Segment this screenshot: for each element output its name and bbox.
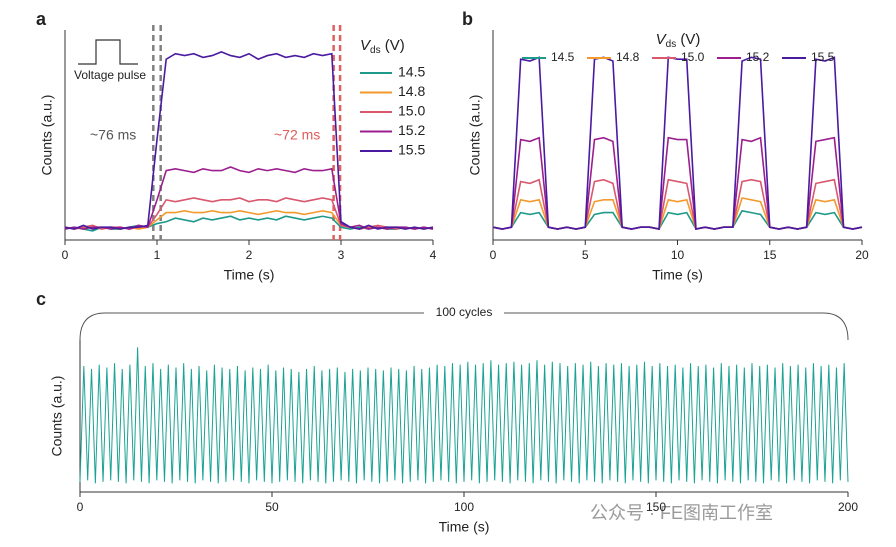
y-axis-label: Counts (a.u.) [49,376,65,457]
x-axis-label: Time (s) [439,519,490,535]
x-tick-label: 0 [490,248,497,262]
legend-title-unit: (V) [680,31,700,48]
data-line [492,56,863,231]
x-tick-label: 5 [582,248,589,262]
x-tick-label: 15 [763,248,777,262]
legend-title-symbol: V [360,37,372,54]
panel-label: b [462,9,473,29]
x-tick-label: 4 [430,248,437,262]
x-axis-label: Time (s) [224,267,275,283]
legend-label: 15.5 [811,50,835,64]
x-tick-label: 20 [855,248,869,262]
x-tick-label: 1 [154,248,161,262]
data-line [64,166,434,230]
y-axis-label: Counts (a.u.) [39,95,55,176]
y-axis-label: Counts (a.u.) [467,95,483,176]
annotation: ~76 ms [90,127,136,143]
legend-title-unit: (V) [385,37,405,54]
x-tick-label: 150 [646,500,666,514]
panel-label: a [36,9,47,29]
legend-label: 15.2 [746,50,770,64]
x-tick-label: 100 [454,500,474,514]
legend-title: Vds (V) [360,37,405,58]
panel-label: c [36,289,46,309]
legend-label: 14.8 [616,50,640,64]
legend-title-subscript: ds [666,39,677,50]
bracket-label: 100 cycles [436,305,493,319]
x-tick-label: 0 [77,500,84,514]
x-tick-label: 50 [265,500,279,514]
x-tick-label: 200 [838,500,858,514]
legend-title: Vds (V) [656,31,701,52]
watermark: 公众号 · FE图南工作室 [590,503,773,523]
data-line [64,51,434,230]
data-line [64,209,434,230]
x-axis-label: Time (s) [652,267,703,283]
x-tick-label: 0 [62,248,69,262]
x-tick-label: 3 [338,248,345,262]
legend-label: 14.8 [398,83,425,99]
data-line [79,347,849,484]
data-line [64,197,434,230]
x-tick-label: 10 [671,248,685,262]
legend-title-subscript: ds [370,45,381,56]
pulse-icon [78,39,138,65]
cycle-bracket [79,312,849,341]
legend-label: 14.5 [551,50,575,64]
x-tick-label: 2 [246,248,253,262]
legend-title-symbol: V [656,31,668,48]
legend-label: 15.0 [398,103,425,119]
legend-label: 15.0 [681,50,705,64]
annotation: ~72 ms [274,127,320,143]
legend-label: 15.2 [398,122,425,138]
inset-label: Voltage pulse [74,68,146,82]
legend-label: 14.5 [398,64,425,80]
legend-label: 15.5 [398,142,425,158]
